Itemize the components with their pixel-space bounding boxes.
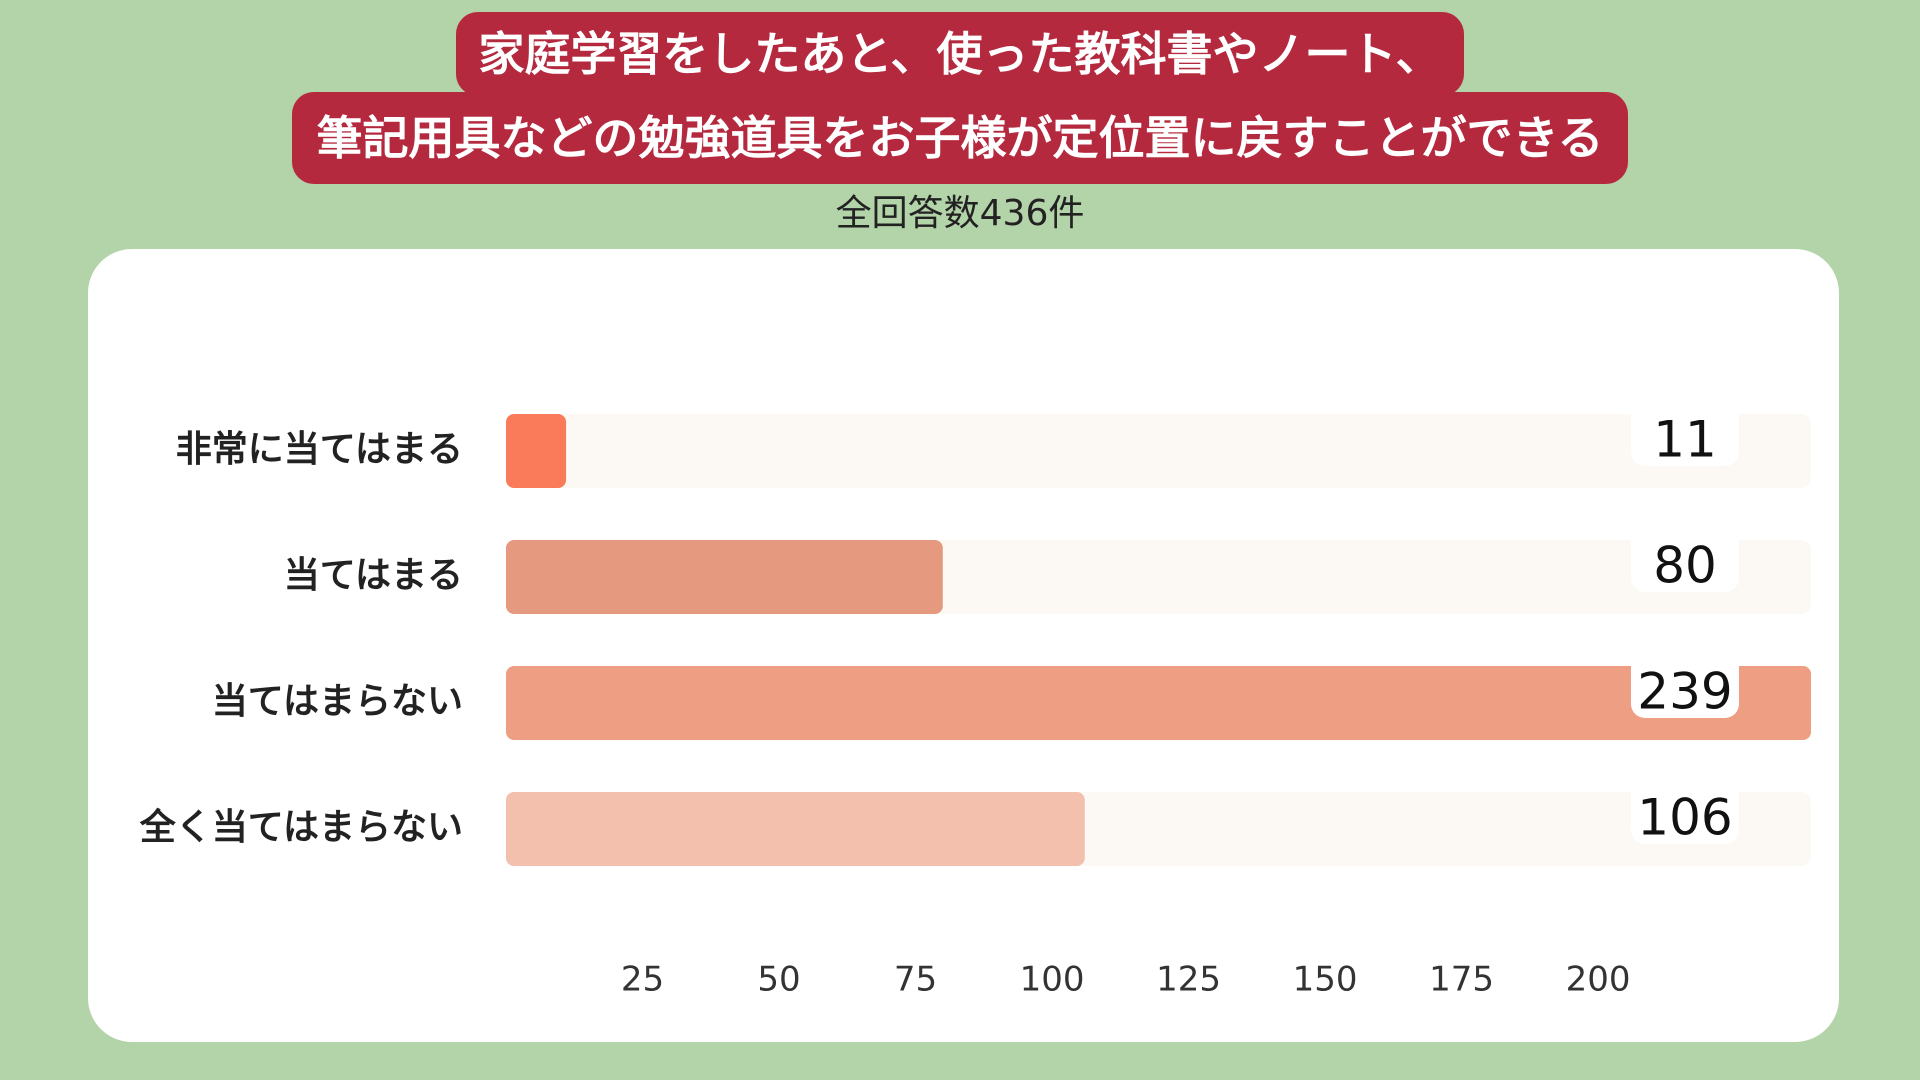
value-label-box — [1631, 390, 1739, 466]
y-tick-label: 全く当てはまらない — [139, 806, 463, 848]
x-tick-label: 75 — [894, 960, 937, 1000]
panel — [88, 249, 1839, 1042]
bar — [506, 666, 1811, 740]
subtitle: 全回答数436件 — [836, 193, 1085, 234]
x-tick-label: 125 — [1156, 960, 1221, 1000]
x-tick-label: 25 — [621, 960, 664, 1000]
value-label: 11 — [1653, 411, 1717, 469]
value-label: 80 — [1653, 537, 1717, 595]
bar — [506, 414, 567, 488]
title-line: 家庭学習をしたあと、使った教科書やノート、 — [0, 12, 1920, 96]
y-tick-label: 当てはまらない — [212, 681, 463, 722]
bar — [506, 792, 1085, 866]
title-text: 筆記用具などの勉強道具をお子様が定位置に戻すことができる — [292, 92, 1628, 184]
x-tick-label: 200 — [1566, 960, 1631, 1000]
title-line: 筆記用具などの勉強道具をお子様が定位置に戻すことができる — [0, 92, 1920, 184]
value-label-box — [1631, 768, 1739, 844]
x-tick-label: 175 — [1429, 960, 1494, 1000]
bar — [506, 540, 943, 614]
y-tick-label: 当てはまる — [284, 555, 463, 596]
bar-track — [506, 414, 1811, 488]
value-label: 239 — [1637, 663, 1732, 721]
x-tick-label: 150 — [1293, 960, 1358, 1000]
value-label-box — [1631, 642, 1739, 718]
value-label: 106 — [1637, 789, 1732, 847]
x-tick-label: 100 — [1020, 960, 1085, 1000]
title-text: 家庭学習をしたあと、使った教科書やノート、 — [456, 12, 1464, 96]
y-tick-label: 非常に当てはまる — [176, 429, 463, 470]
x-tick-label: 50 — [757, 960, 800, 1000]
value-label-box — [1631, 516, 1739, 592]
